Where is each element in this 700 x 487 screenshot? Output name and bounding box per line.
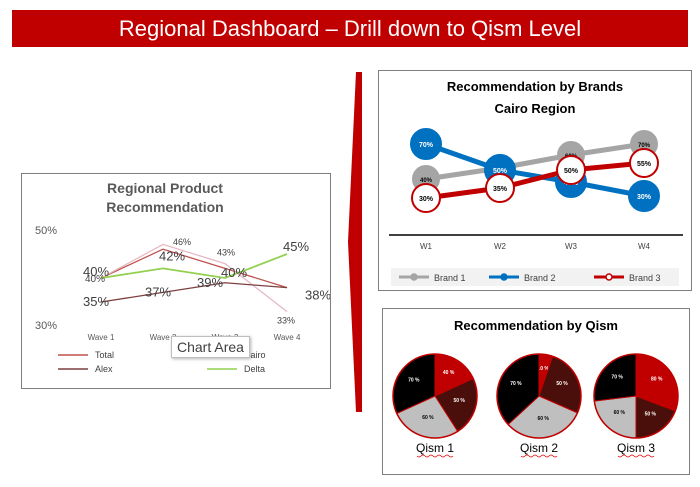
legend-label: Brand 2: [524, 273, 556, 283]
drill-down-arrow: [348, 72, 362, 412]
series-line-brand-2: [425, 141, 645, 199]
chart-title: Recommendation by Brands: [447, 79, 623, 94]
spellcheck-underline: [416, 454, 454, 458]
legend-label: Delta: [244, 364, 265, 374]
slice-label: 50 %: [556, 381, 568, 387]
data-label: 35%: [83, 294, 109, 309]
series-line-cairo: [100, 243, 288, 313]
dashboard-title-banner: Regional Dashboard – Drill down to Qism …: [12, 10, 688, 47]
pie-label: Qism 2: [520, 441, 558, 455]
data-label: 50%: [493, 168, 508, 175]
data-label: 40%: [221, 265, 247, 280]
pie-outline: [496, 353, 582, 439]
pie-label: Qism 1: [416, 441, 454, 455]
legend-marker: [410, 273, 418, 281]
slice-label: 80 %: [651, 377, 663, 383]
slice-label: 10 %: [537, 366, 549, 372]
chart-area-tooltip: Chart Area: [171, 336, 250, 358]
data-label: 30%: [637, 194, 652, 201]
x-tick-label: W2: [494, 242, 507, 251]
slice-label: 50 %: [453, 398, 465, 404]
data-label: 70%: [419, 142, 434, 149]
legend-label: Brand 3: [629, 273, 661, 283]
data-marker: [485, 173, 515, 203]
series-line-total: [100, 248, 288, 289]
slice-label: 70 %: [408, 377, 420, 383]
data-label: 35%: [493, 186, 508, 193]
chart-title: Cairo Region: [495, 101, 576, 116]
legend-marker: [605, 273, 613, 281]
data-label: 40%: [85, 274, 105, 285]
drill-down-arrow-shape: [348, 72, 362, 412]
chart-title: Recommendation: [106, 199, 223, 215]
slice-label: 60 %: [614, 410, 626, 416]
legend-label: Brand 1: [434, 273, 466, 283]
regional-product-chart-svg: Regional Product Recommendation 50% 30% Wave…: [35, 180, 331, 374]
data-label: 37%: [145, 284, 171, 299]
y-tick-label: 30%: [35, 320, 57, 332]
legend-background: [391, 268, 679, 286]
data-label: 30%: [419, 196, 434, 203]
data-label: 55%: [637, 161, 652, 168]
data-label: 43%: [217, 248, 235, 258]
series-line-alex: [100, 282, 288, 303]
pie-outline: [392, 353, 478, 439]
data-label: 50%: [564, 168, 579, 175]
data-label: 46%: [173, 237, 191, 247]
data-label: 45%: [283, 239, 309, 254]
slice-label: 50 %: [645, 412, 657, 418]
legend-label: Cairo: [244, 350, 266, 360]
data-label: 33%: [277, 316, 295, 326]
slice-label: 60 %: [537, 416, 549, 422]
data-label: 39%: [197, 275, 223, 290]
data-label: 42%: [159, 248, 185, 263]
x-tick-label: Wave 4: [274, 333, 301, 342]
x-tick-label: Wave 2: [150, 333, 177, 342]
x-tick-label: Wave 1: [88, 333, 115, 342]
series-line-delta: [100, 253, 288, 279]
x-tick-label: W3: [565, 242, 578, 251]
slice-label: 40 %: [443, 370, 455, 376]
series-line-brand-1: [425, 141, 645, 182]
y-tick-label: 50%: [35, 225, 57, 237]
qism-chart-svg: Recommendation by Qism 40 % 50 % 60 % 70 % Qi…: [392, 318, 679, 458]
data-marker: [628, 180, 660, 212]
chart-title: Recommendation by Qism: [454, 318, 618, 333]
brands-chart[interactable]: Recommendation by Brands Cairo Region W1 W2…: [378, 70, 692, 291]
dashboard-title: Regional Dashboard – Drill down to Qism …: [118, 15, 582, 41]
data-marker: [556, 155, 586, 185]
data-label: 38%: [305, 288, 330, 303]
chart-title: Regional Product: [107, 180, 223, 196]
qism-chart[interactable]: Recommendation by Qism 40 % 50 % 60 % 70 % Qi…: [382, 308, 690, 475]
legend-marker: [500, 273, 508, 281]
series-line-brand-3: [425, 160, 645, 201]
data-marker: [629, 148, 659, 178]
pie-outline: [593, 353, 679, 439]
x-tick-label: W4: [638, 242, 651, 251]
legend-label: Total: [95, 350, 114, 360]
legend-label: Alex: [95, 364, 113, 374]
data-label: 70%: [638, 143, 651, 149]
slice-label: 70 %: [510, 381, 522, 387]
brands-chart-svg: Recommendation by Brands Cairo Region W1 W2…: [389, 79, 683, 286]
spellcheck-underline: [617, 454, 655, 458]
data-label: 40%: [420, 178, 433, 184]
slice-label: 60 %: [422, 415, 434, 421]
data-label: 40%: [83, 264, 109, 279]
slice-label: 70 %: [611, 374, 623, 380]
pie-label: Qism 3: [617, 441, 655, 455]
x-tick-label: W1: [420, 242, 433, 251]
data-marker: [411, 183, 441, 213]
data-marker: [410, 128, 442, 160]
spellcheck-underline: [520, 454, 558, 458]
